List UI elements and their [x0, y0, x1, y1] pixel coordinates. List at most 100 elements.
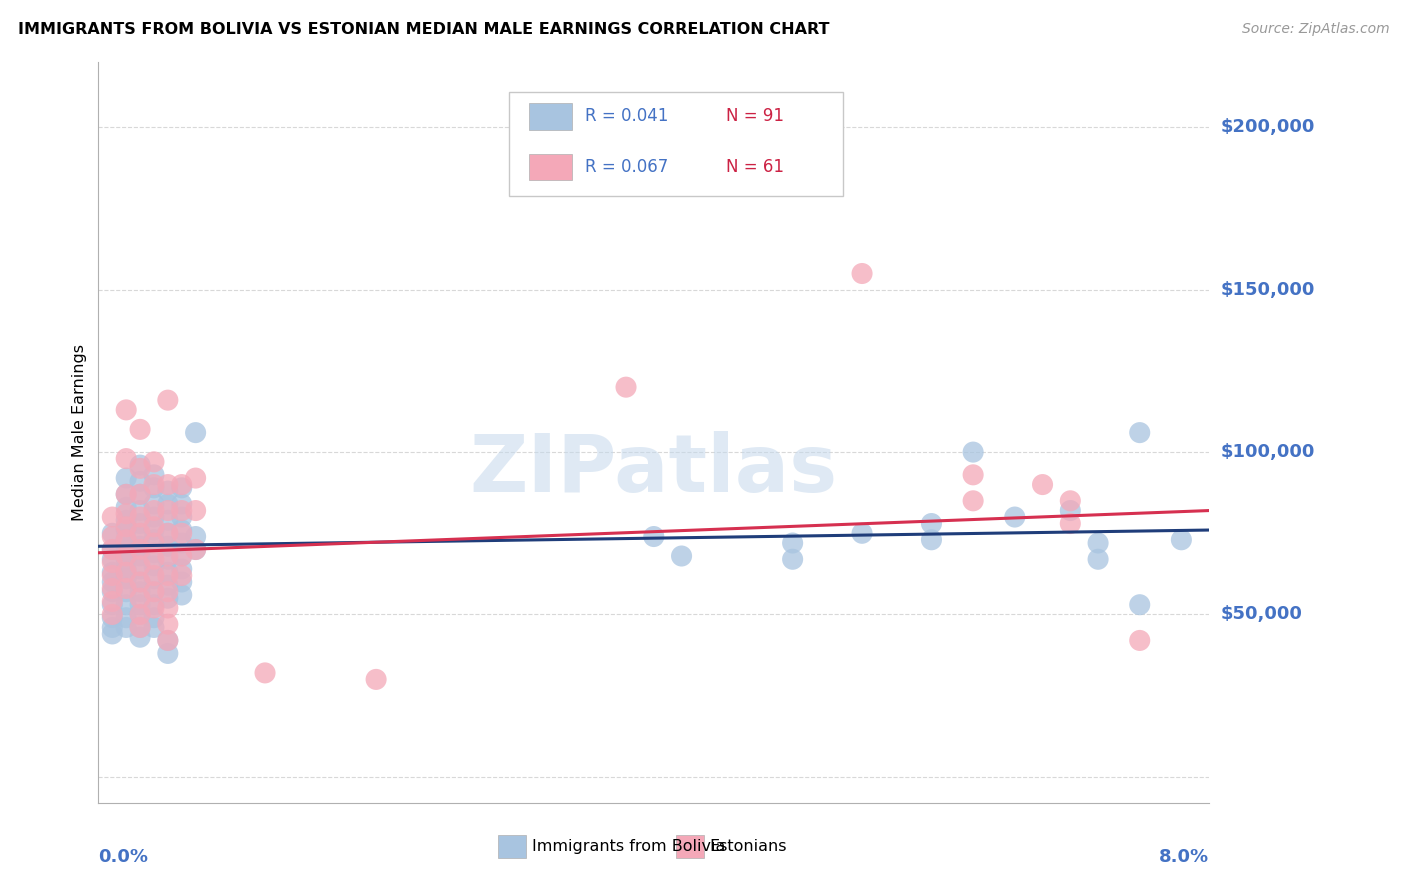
Point	[156, 601, 179, 615]
Point	[115, 598, 138, 612]
Point	[143, 523, 166, 537]
Point	[156, 549, 179, 563]
Point	[143, 584, 166, 599]
Point	[129, 487, 152, 501]
Point	[184, 471, 207, 485]
Point	[129, 475, 152, 489]
Point	[115, 620, 138, 634]
Point	[1170, 533, 1192, 547]
Point	[115, 566, 138, 580]
Point	[184, 425, 207, 440]
Text: R = 0.067: R = 0.067	[585, 158, 668, 176]
Text: Immigrants from Bolivia: Immigrants from Bolivia	[531, 839, 725, 854]
Point	[115, 520, 138, 534]
Point	[129, 487, 152, 501]
Point	[1129, 598, 1152, 612]
FancyBboxPatch shape	[530, 153, 572, 180]
Point	[129, 630, 152, 644]
Text: $100,000: $100,000	[1220, 443, 1315, 461]
Text: 8.0%: 8.0%	[1159, 848, 1209, 866]
Point	[129, 598, 152, 612]
Point	[129, 558, 152, 573]
Point	[156, 647, 179, 661]
Point	[156, 566, 179, 580]
Y-axis label: Median Male Earnings: Median Male Earnings	[72, 344, 87, 521]
Text: R = 0.041: R = 0.041	[585, 108, 668, 126]
Point	[101, 594, 124, 608]
Point	[129, 584, 152, 599]
Point	[156, 568, 179, 582]
Point	[115, 584, 138, 599]
Point	[156, 617, 179, 632]
Point	[115, 533, 138, 547]
Point	[184, 529, 207, 543]
Point	[129, 510, 152, 524]
Point	[170, 574, 193, 589]
Point	[143, 584, 166, 599]
Text: Estonians: Estonians	[710, 839, 787, 854]
Point	[156, 477, 179, 491]
Point	[101, 584, 124, 599]
FancyBboxPatch shape	[676, 835, 704, 858]
Point	[115, 471, 138, 485]
Point	[366, 673, 388, 687]
Point	[129, 526, 152, 541]
Point	[129, 539, 152, 553]
Point	[156, 497, 179, 511]
Point	[170, 549, 193, 563]
Point	[115, 513, 138, 527]
Point	[143, 455, 166, 469]
Point	[170, 497, 193, 511]
Point	[129, 516, 152, 531]
Point	[129, 591, 152, 606]
Point	[129, 542, 152, 557]
Point	[1032, 477, 1054, 491]
Point	[170, 568, 193, 582]
Point	[129, 562, 152, 576]
Point	[129, 549, 152, 563]
Point	[143, 481, 166, 495]
Point	[129, 458, 152, 472]
Point	[129, 574, 152, 589]
Point	[962, 445, 984, 459]
Text: N = 61: N = 61	[725, 158, 785, 176]
Point	[156, 633, 179, 648]
Point	[170, 510, 193, 524]
Point	[156, 393, 179, 408]
Point	[253, 665, 276, 680]
Point	[184, 542, 207, 557]
Point	[170, 477, 193, 491]
Point	[115, 542, 138, 557]
Point	[170, 526, 193, 541]
Point	[101, 611, 124, 625]
Point	[782, 552, 804, 566]
Point	[184, 542, 207, 557]
Point	[1059, 493, 1081, 508]
Point	[101, 529, 124, 543]
Point	[851, 267, 873, 281]
Point	[115, 451, 138, 466]
Point	[920, 516, 942, 531]
Point	[115, 523, 138, 537]
Point	[170, 562, 193, 576]
Point	[143, 611, 166, 625]
Point	[156, 633, 179, 648]
Point	[115, 487, 138, 501]
Point	[1129, 425, 1152, 440]
Point	[170, 503, 193, 517]
Text: IMMIGRANTS FROM BOLIVIA VS ESTONIAN MEDIAN MALE EARNINGS CORRELATION CHART: IMMIGRANTS FROM BOLIVIA VS ESTONIAN MEDI…	[18, 22, 830, 37]
Point	[101, 607, 124, 622]
Point	[115, 572, 138, 586]
Text: $50,000: $50,000	[1220, 606, 1302, 624]
Text: $150,000: $150,000	[1220, 281, 1315, 299]
FancyBboxPatch shape	[509, 92, 842, 195]
Point	[143, 510, 166, 524]
Point	[156, 578, 179, 592]
Point	[156, 526, 179, 541]
Point	[101, 510, 124, 524]
Text: ZIPatlas: ZIPatlas	[470, 431, 838, 508]
Point	[143, 536, 166, 550]
Point	[1087, 552, 1109, 566]
Point	[184, 503, 207, 517]
Point	[101, 627, 124, 641]
